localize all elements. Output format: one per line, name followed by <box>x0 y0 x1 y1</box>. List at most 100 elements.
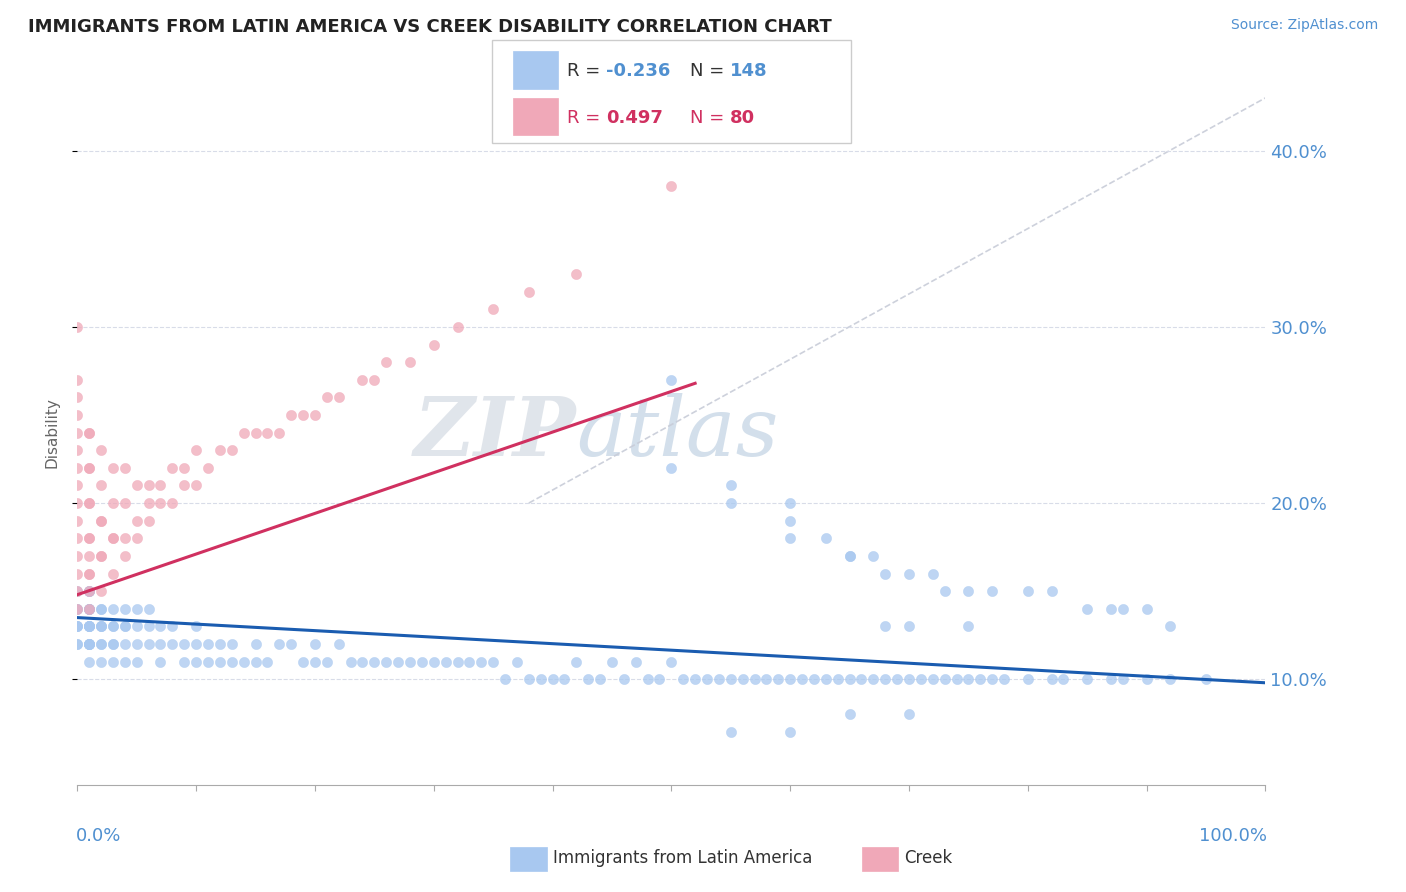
Point <box>814 673 837 687</box>
Point <box>66 514 89 528</box>
Point <box>981 673 1004 687</box>
Point <box>565 655 588 669</box>
Point <box>720 496 742 510</box>
Point <box>125 531 148 545</box>
Point <box>1040 584 1063 599</box>
Point <box>114 601 136 615</box>
Point <box>77 601 100 615</box>
Point <box>981 584 1004 599</box>
Point <box>77 619 100 633</box>
Point <box>77 460 100 475</box>
Point <box>114 619 136 633</box>
Point <box>921 673 943 687</box>
Point <box>138 619 160 633</box>
Point <box>90 655 112 669</box>
Point <box>1159 619 1181 633</box>
Point <box>530 673 553 687</box>
Point <box>101 566 124 581</box>
Point <box>66 601 89 615</box>
Point <box>138 478 160 492</box>
Point <box>898 673 921 687</box>
Point <box>565 267 588 281</box>
Point <box>862 673 884 687</box>
Point <box>66 619 89 633</box>
Point <box>411 655 433 669</box>
Point <box>77 637 100 651</box>
Point <box>66 601 89 615</box>
Point <box>269 425 291 440</box>
Point <box>101 637 124 651</box>
Text: IMMIGRANTS FROM LATIN AMERICA VS CREEK DISABILITY CORRELATION CHART: IMMIGRANTS FROM LATIN AMERICA VS CREEK D… <box>28 18 832 36</box>
Point <box>838 549 860 563</box>
Point <box>66 619 89 633</box>
Point <box>162 637 184 651</box>
Point <box>138 601 160 615</box>
Point <box>125 655 148 669</box>
Point <box>77 460 100 475</box>
Point <box>125 514 148 528</box>
Point <box>208 443 231 458</box>
Point <box>173 637 195 651</box>
Point <box>1112 601 1135 615</box>
Point <box>77 425 100 440</box>
Point <box>77 584 100 599</box>
Point <box>517 673 540 687</box>
Point <box>149 478 172 492</box>
Point <box>66 408 89 422</box>
Point <box>339 655 361 669</box>
Point <box>862 549 884 563</box>
Point <box>661 460 683 475</box>
Point <box>77 531 100 545</box>
Point <box>77 601 100 615</box>
Text: 148: 148 <box>730 62 768 79</box>
Point <box>138 637 160 651</box>
Point <box>328 637 350 651</box>
Point <box>66 601 89 615</box>
Point <box>292 655 315 669</box>
Point <box>125 601 148 615</box>
Point <box>470 655 492 669</box>
Point <box>292 408 315 422</box>
Text: ZIP: ZIP <box>413 392 576 473</box>
Point <box>77 584 100 599</box>
Point <box>661 373 683 387</box>
Point <box>506 655 529 669</box>
Point <box>779 496 801 510</box>
Point <box>90 619 112 633</box>
Point <box>768 673 790 687</box>
Point <box>77 655 100 669</box>
Point <box>779 531 801 545</box>
Point <box>993 673 1015 687</box>
Point <box>114 637 136 651</box>
Point <box>315 390 337 404</box>
Point <box>613 673 636 687</box>
Point <box>304 637 326 651</box>
Point <box>256 425 278 440</box>
Point <box>875 673 897 687</box>
Point <box>280 637 302 651</box>
Point <box>1017 673 1039 687</box>
Point <box>66 549 89 563</box>
Point <box>232 425 254 440</box>
Point <box>186 478 208 492</box>
Point <box>101 637 124 651</box>
Point <box>790 673 813 687</box>
Text: -0.236: -0.236 <box>606 62 671 79</box>
Point <box>114 531 136 545</box>
Point <box>66 496 89 510</box>
Point <box>1052 673 1074 687</box>
Point <box>125 619 148 633</box>
Point <box>66 584 89 599</box>
Point <box>66 443 89 458</box>
Point <box>898 707 921 722</box>
Point <box>945 673 967 687</box>
Point <box>77 637 100 651</box>
Point <box>1099 673 1122 687</box>
Point <box>66 319 89 334</box>
Point <box>637 673 659 687</box>
Point <box>482 655 505 669</box>
Point <box>162 619 184 633</box>
Point <box>744 673 766 687</box>
Point <box>363 373 385 387</box>
Point <box>101 619 124 633</box>
